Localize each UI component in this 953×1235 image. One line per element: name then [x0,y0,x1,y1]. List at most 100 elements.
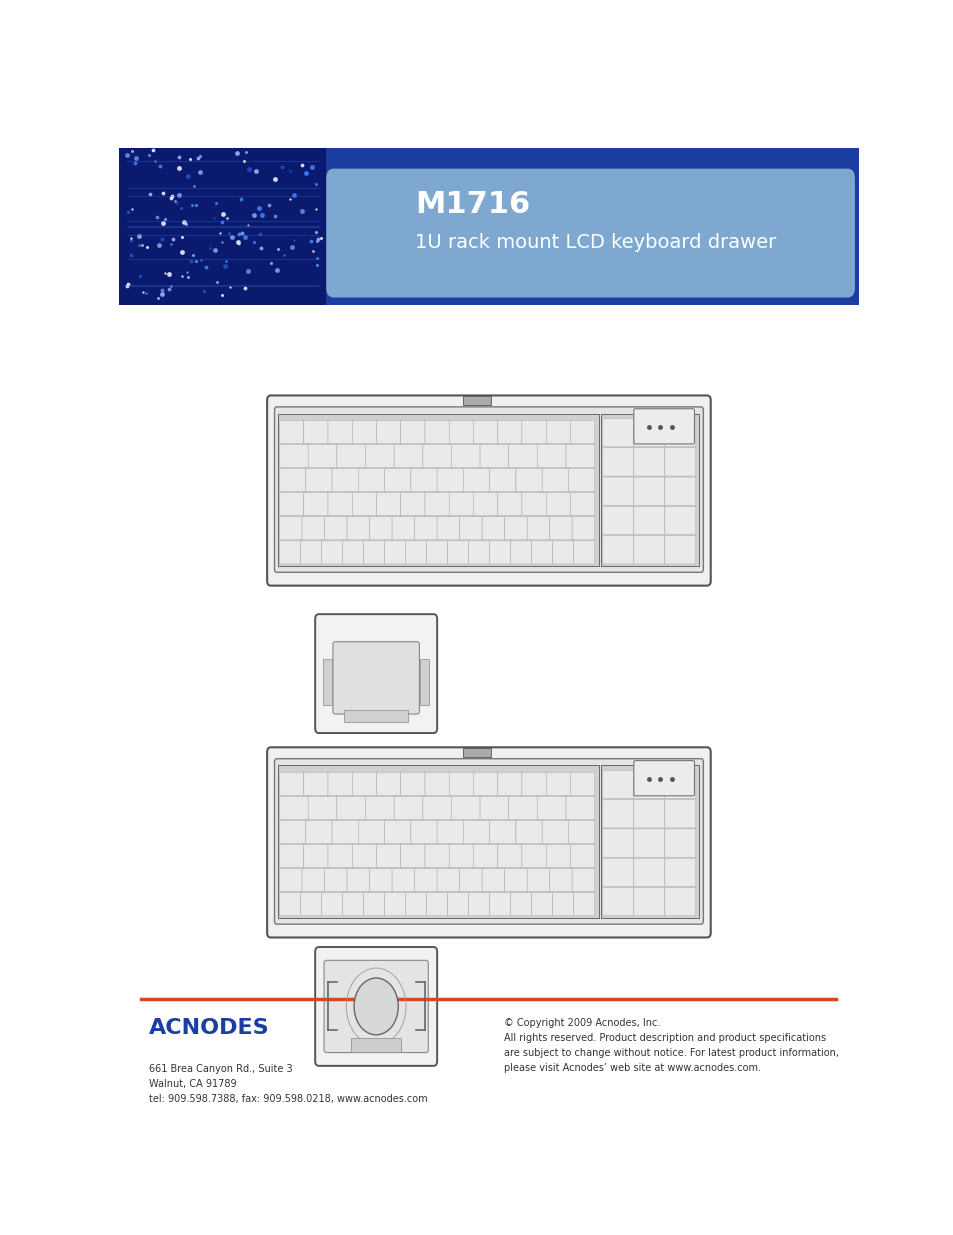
FancyBboxPatch shape [602,799,633,827]
FancyBboxPatch shape [633,829,664,857]
Bar [278,766,598,918]
FancyBboxPatch shape [336,445,365,468]
FancyBboxPatch shape [504,868,527,892]
FancyBboxPatch shape [352,420,376,443]
FancyBboxPatch shape [422,445,451,468]
FancyBboxPatch shape [527,516,549,540]
FancyBboxPatch shape [300,893,321,916]
FancyBboxPatch shape [664,419,695,447]
FancyBboxPatch shape [342,893,363,916]
FancyBboxPatch shape [633,477,664,505]
FancyBboxPatch shape [436,516,459,540]
FancyBboxPatch shape [521,772,546,795]
FancyBboxPatch shape [384,468,411,492]
FancyBboxPatch shape [459,868,481,892]
FancyBboxPatch shape [279,845,303,868]
FancyBboxPatch shape [602,506,633,535]
Text: © Copyright 2009 Acnodes, Inc.
All rights reserved. Product description and prod: © Copyright 2009 Acnodes, Inc. All right… [503,1019,838,1073]
FancyBboxPatch shape [449,845,473,868]
Bar [351,1039,401,1052]
Bar [600,414,699,566]
FancyBboxPatch shape [602,771,633,799]
FancyBboxPatch shape [473,420,497,443]
FancyBboxPatch shape [463,820,489,844]
FancyBboxPatch shape [633,409,694,443]
FancyBboxPatch shape [664,858,695,887]
FancyBboxPatch shape [449,493,473,516]
FancyBboxPatch shape [347,516,369,540]
FancyBboxPatch shape [633,799,664,827]
Bar [119,148,858,305]
FancyBboxPatch shape [376,420,400,443]
FancyBboxPatch shape [302,868,324,892]
FancyBboxPatch shape [489,893,510,916]
FancyBboxPatch shape [479,797,508,820]
FancyBboxPatch shape [602,829,633,857]
FancyBboxPatch shape [279,445,308,468]
FancyBboxPatch shape [303,493,328,516]
FancyBboxPatch shape [481,516,504,540]
FancyBboxPatch shape [426,893,447,916]
FancyBboxPatch shape [306,820,332,844]
FancyBboxPatch shape [546,493,570,516]
FancyBboxPatch shape [376,845,400,868]
FancyBboxPatch shape [508,445,537,468]
FancyBboxPatch shape [352,772,376,795]
FancyBboxPatch shape [633,761,694,795]
FancyBboxPatch shape [279,797,308,820]
FancyBboxPatch shape [394,445,422,468]
FancyBboxPatch shape [279,516,302,540]
FancyBboxPatch shape [365,797,394,820]
FancyBboxPatch shape [516,820,541,844]
FancyBboxPatch shape [267,747,710,937]
FancyBboxPatch shape [274,406,702,572]
FancyBboxPatch shape [489,541,510,564]
FancyBboxPatch shape [426,541,447,564]
Bar [119,148,326,305]
FancyBboxPatch shape [565,445,594,468]
FancyBboxPatch shape [336,797,365,820]
FancyBboxPatch shape [570,493,594,516]
FancyBboxPatch shape [497,420,521,443]
Bar [278,414,598,566]
FancyBboxPatch shape [521,493,546,516]
FancyBboxPatch shape [279,541,300,564]
FancyBboxPatch shape [602,536,633,564]
FancyBboxPatch shape [531,541,552,564]
FancyBboxPatch shape [436,468,463,492]
FancyBboxPatch shape [411,468,436,492]
FancyBboxPatch shape [451,797,479,820]
FancyBboxPatch shape [570,845,594,868]
FancyBboxPatch shape [541,468,568,492]
FancyBboxPatch shape [352,493,376,516]
FancyBboxPatch shape [568,820,594,844]
FancyBboxPatch shape [664,799,695,827]
FancyBboxPatch shape [328,845,352,868]
FancyBboxPatch shape [342,541,363,564]
FancyBboxPatch shape [363,893,384,916]
FancyBboxPatch shape [527,868,549,892]
FancyBboxPatch shape [303,772,328,795]
FancyBboxPatch shape [479,445,508,468]
FancyBboxPatch shape [572,516,594,540]
FancyBboxPatch shape [400,845,424,868]
FancyBboxPatch shape [521,420,546,443]
FancyBboxPatch shape [570,772,594,795]
FancyBboxPatch shape [510,541,531,564]
FancyBboxPatch shape [308,445,336,468]
FancyBboxPatch shape [279,820,306,844]
FancyBboxPatch shape [468,541,489,564]
FancyBboxPatch shape [664,506,695,535]
FancyBboxPatch shape [415,516,436,540]
FancyBboxPatch shape [664,888,695,916]
FancyBboxPatch shape [436,820,463,844]
FancyBboxPatch shape [306,468,332,492]
FancyBboxPatch shape [376,772,400,795]
FancyBboxPatch shape [347,868,369,892]
FancyBboxPatch shape [473,772,497,795]
FancyBboxPatch shape [541,820,568,844]
FancyBboxPatch shape [459,516,481,540]
FancyBboxPatch shape [602,477,633,505]
FancyBboxPatch shape [358,468,384,492]
FancyBboxPatch shape [468,893,489,916]
